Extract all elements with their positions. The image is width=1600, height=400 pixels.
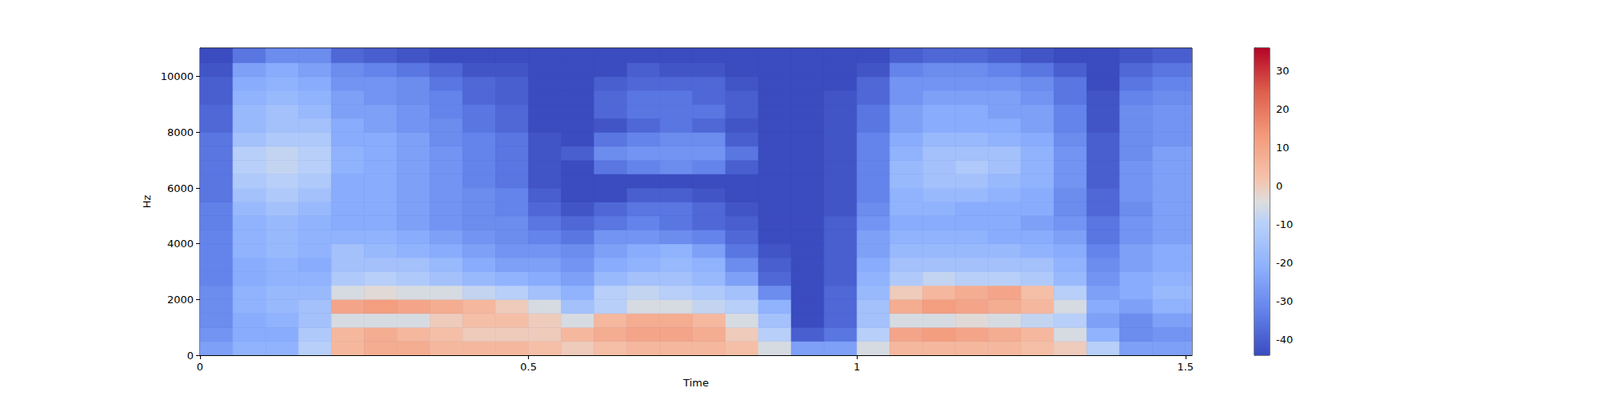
svg-text:0.5: 0.5 bbox=[520, 360, 537, 373]
svg-text:10: 10 bbox=[1276, 141, 1290, 154]
svg-text:0: 0 bbox=[1276, 180, 1283, 192]
svg-text:2000: 2000 bbox=[167, 293, 194, 306]
svg-text:Time: Time bbox=[682, 376, 709, 389]
svg-text:10000: 10000 bbox=[160, 70, 194, 83]
svg-text:0: 0 bbox=[187, 349, 194, 362]
svg-text:30: 30 bbox=[1276, 64, 1290, 77]
svg-text:0: 0 bbox=[196, 360, 204, 373]
svg-text:8000: 8000 bbox=[167, 126, 194, 139]
svg-text:20: 20 bbox=[1276, 103, 1290, 116]
svg-text:4000: 4000 bbox=[167, 237, 194, 250]
svg-text:-30: -30 bbox=[1276, 295, 1293, 308]
svg-text:-10: -10 bbox=[1276, 218, 1293, 231]
svg-text:6000: 6000 bbox=[167, 182, 194, 195]
svg-text:-20: -20 bbox=[1276, 256, 1293, 269]
svg-text:Hz: Hz bbox=[140, 195, 153, 209]
svg-text:1: 1 bbox=[853, 360, 860, 373]
svg-text:1.5: 1.5 bbox=[1176, 360, 1194, 373]
svg-text:-40: -40 bbox=[1276, 333, 1293, 346]
